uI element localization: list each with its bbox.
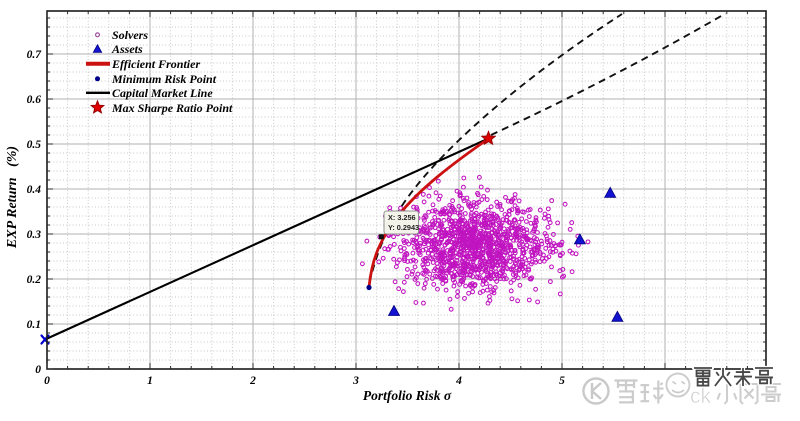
svg-text:0.1: 0.1 [27,319,41,331]
svg-text:Capital Market Line: Capital Market Line [112,86,213,100]
svg-text:0.4: 0.4 [27,184,42,196]
svg-text:Portfolio Risk σ: Portfolio Risk σ [363,388,452,403]
svg-text:Efficient Frontier: Efficient Frontier [111,57,200,71]
svg-text:0.5: 0.5 [27,139,42,151]
svg-text:0: 0 [35,364,41,376]
svg-text:X: 3.256: X: 3.256 [388,213,416,222]
svg-text:5: 5 [559,375,565,387]
svg-text:Y: 0.2943: Y: 0.2943 [388,223,419,232]
svg-text:0.3: 0.3 [27,229,42,241]
svg-text:3: 3 [352,375,359,387]
svg-text:Max Sharpe Ratio Point: Max Sharpe Ratio Point [111,101,233,115]
svg-text:0: 0 [44,375,50,387]
svg-text:Solvers: Solvers [112,28,148,42]
svg-text:1: 1 [147,375,153,387]
svg-text:4: 4 [455,375,462,387]
svg-text:Assets: Assets [111,42,143,56]
svg-text:2: 2 [249,375,256,387]
svg-text:ck: ck [690,385,712,408]
svg-text:0.2: 0.2 [27,274,42,286]
svg-text:EXP Return (%): EXP Return (%) [5,146,20,249]
svg-text:0.6: 0.6 [27,94,42,106]
svg-text:Minimum Risk Point: Minimum Risk Point [111,72,217,86]
svg-text:0.7: 0.7 [27,49,43,61]
